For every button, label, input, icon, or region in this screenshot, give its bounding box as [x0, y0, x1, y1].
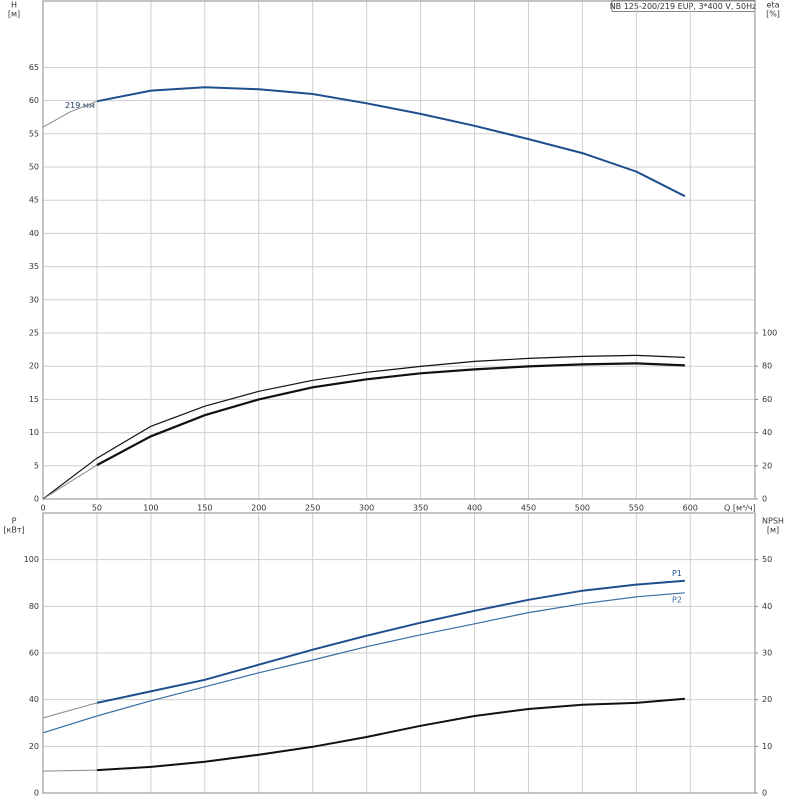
y2-tick-label: 100 [762, 329, 777, 338]
y-tick-label: 20 [29, 742, 39, 751]
x-tick-label: 350 [413, 504, 428, 513]
y-tick-label: 45 [29, 196, 39, 205]
y-tick-label: 0 [34, 495, 39, 504]
y-axis-unit: [кВт] [3, 526, 24, 535]
curve-label: P1 [672, 569, 682, 578]
y2-axis-label: NPSH [762, 517, 784, 526]
y2-tick-label: 60 [762, 395, 772, 404]
y2-tick-label: 0 [762, 495, 767, 504]
y-tick-label: 20 [29, 362, 39, 371]
y2-tick-label: 80 [762, 362, 772, 371]
x-tick-label: 50 [92, 504, 102, 513]
chart-title: NB 125-200/219 EUP, 3*400 V, 50Hz [610, 2, 757, 11]
x-tick-label: 400 [467, 504, 482, 513]
y2-tick-label: 40 [762, 428, 772, 437]
plot-frame [42, 0, 756, 500]
y-tick-label: 65 [29, 63, 39, 72]
y-tick-label: 25 [29, 329, 39, 338]
plot-frame [42, 512, 756, 794]
curve [42, 354, 685, 500]
y2-tick-label: 10 [762, 742, 772, 751]
y-tick-label: 60 [29, 649, 39, 658]
y-tick-label: 55 [29, 129, 39, 138]
x-tick-label: 600 [683, 504, 698, 513]
x-tick-label: 500 [575, 504, 590, 513]
y2-tick-label: 50 [762, 555, 772, 564]
y-tick-label: 100 [24, 555, 39, 564]
x-tick-label: 150 [197, 504, 212, 513]
curve [42, 100, 98, 128]
y-tick-label: 50 [29, 163, 39, 172]
curve [42, 464, 98, 500]
y2-axis-label: eta [767, 1, 780, 10]
y-tick-label: 40 [29, 695, 39, 704]
curve [42, 592, 685, 734]
y-tick-label: 0 [34, 789, 39, 798]
y2-tick-label: 20 [762, 695, 772, 704]
y-tick-label: 40 [29, 229, 39, 238]
x-tick-label: 550 [629, 504, 644, 513]
y-tick-label: 15 [29, 395, 39, 404]
x-tick-label: 250 [305, 504, 320, 513]
curve [42, 769, 97, 772]
y-tick-label: 10 [29, 428, 39, 437]
y2-axis-unit: [%] [766, 10, 780, 19]
curve [96, 579, 685, 704]
y-tick-label: 30 [29, 295, 39, 304]
y-tick-label: 60 [29, 96, 39, 105]
curve-label: 219 мм [65, 101, 95, 110]
curve [96, 86, 686, 198]
y-axis-unit: [м] [8, 10, 20, 19]
x-tick-label: 100 [143, 504, 158, 513]
x-axis-label: Q [м³/ч] [724, 504, 756, 513]
y2-tick-label: 40 [762, 602, 772, 611]
x-tick-label: 200 [251, 504, 266, 513]
y2-tick-label: 0 [762, 789, 767, 798]
curve [42, 702, 98, 719]
curve [96, 362, 685, 467]
x-tick-label: 300 [359, 504, 374, 513]
y2-tick-label: 30 [762, 649, 772, 658]
y-axis-label: P [12, 517, 17, 526]
curve [96, 697, 685, 772]
x-tick-label: 450 [521, 504, 536, 513]
x-tick-label: 0 [40, 504, 45, 513]
y-tick-label: 35 [29, 262, 39, 271]
y-tick-label: 80 [29, 602, 39, 611]
y2-tick-label: 20 [762, 461, 772, 470]
curve-label: P2 [672, 595, 682, 604]
y2-axis-unit: [м] [767, 526, 779, 535]
y-axis-label: H [11, 1, 17, 10]
y-tick-label: 5 [34, 461, 39, 470]
